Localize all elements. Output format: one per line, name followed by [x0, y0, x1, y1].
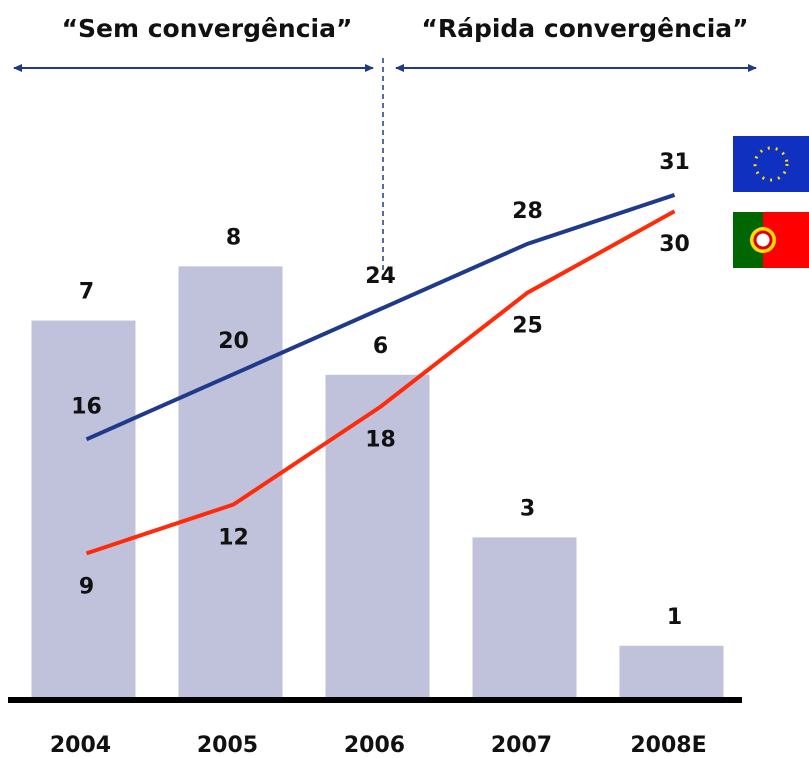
bar	[472, 537, 577, 700]
bar	[325, 374, 430, 700]
line-value-label: 18	[365, 428, 396, 453]
bar-value-label: 3	[520, 496, 535, 521]
x-tick-label: 2008E	[630, 733, 706, 758]
line-value-label: 16	[71, 394, 102, 419]
x-tick-label: 2005	[197, 733, 258, 758]
bar	[31, 320, 136, 700]
legend-pt-flag	[733, 212, 809, 268]
annotation: “Sem convergência”	[62, 14, 353, 43]
line	[85, 209, 676, 556]
line-value-label: 9	[79, 574, 94, 599]
line-value-label: 28	[512, 199, 543, 224]
line-value-label: 30	[659, 232, 690, 257]
x-tick-label: 2006	[344, 733, 405, 758]
line	[85, 193, 676, 442]
x-tick-label: 2004	[50, 733, 111, 758]
line-value-label: 12	[218, 525, 249, 550]
bar-value-label: 8	[226, 225, 241, 250]
bar-value-label: 7	[79, 280, 94, 305]
line-value-label: 31	[659, 150, 690, 175]
bar-value-label: 1	[667, 605, 682, 630]
x-tick-label: 2007	[491, 733, 552, 758]
legend-eu-flag	[733, 136, 809, 192]
bar-value-label: 6	[373, 334, 388, 359]
bar	[619, 645, 724, 700]
annotation: “Rápida convergência”	[421, 14, 748, 43]
line-value-label: 25	[512, 314, 543, 339]
line-value-label: 24	[365, 264, 396, 289]
line-value-label: 20	[218, 329, 249, 354]
